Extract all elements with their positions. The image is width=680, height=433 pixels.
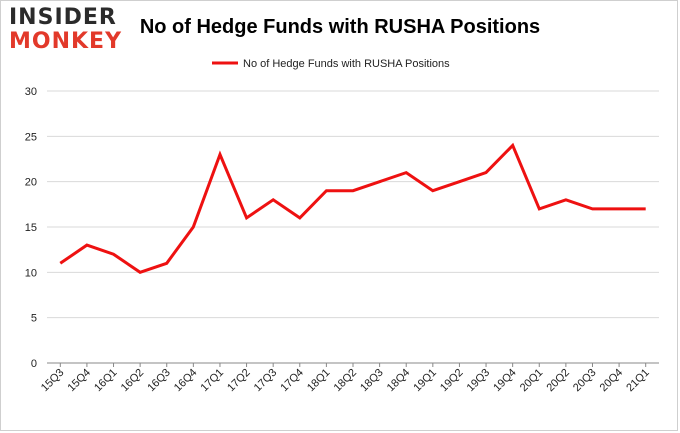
x-tick-label: 19Q4 xyxy=(491,367,519,395)
x-tick-label: 16Q3 xyxy=(145,367,173,395)
series-line-0 xyxy=(59,142,646,274)
logo-line-2: MONKEY xyxy=(9,29,123,54)
y-tick-label: 0 xyxy=(31,358,37,370)
x-tick-label: 16Q2 xyxy=(119,367,147,395)
legend: No of Hedge Funds with RUSHA Positions xyxy=(212,58,450,70)
x-tick-label: 16Q4 xyxy=(172,367,200,395)
y-tick-label: 20 xyxy=(25,177,37,189)
y-tick-label: 15 xyxy=(25,222,37,234)
x-tick-label: 15Q3 xyxy=(39,367,67,395)
x-tick-label: 20Q1 xyxy=(518,367,546,395)
x-tick-label: 17Q2 xyxy=(225,367,253,395)
x-tick-label: 18Q3 xyxy=(358,367,386,395)
chart-title: No of Hedge Funds with RUSHA Positions xyxy=(139,16,541,38)
x-tick-label: 20Q3 xyxy=(571,367,599,395)
x-tick-label: 17Q4 xyxy=(278,367,306,395)
x-tick-label: 17Q1 xyxy=(199,367,227,395)
x-tick-label: 20Q4 xyxy=(598,367,626,395)
grid-lines xyxy=(47,90,659,364)
y-tick-label: 25 xyxy=(25,131,37,143)
x-axis-ticks: 15Q3 15Q4 16Q1 16Q2 16Q3 16Q4 17Q1 17Q2 17Q3 17Q4… xyxy=(39,363,652,394)
x-tick-label: 18Q4 xyxy=(385,367,413,395)
x-tick-label: 19Q2 xyxy=(438,367,466,395)
x-tick-label: 18Q1 xyxy=(305,367,333,395)
y-tick-label: 30 xyxy=(25,86,37,98)
logo-line-1: INSIDER xyxy=(9,5,117,30)
y-tick-label: 5 xyxy=(31,313,37,325)
x-tick-label: 16Q1 xyxy=(92,367,120,395)
x-tick-label: 15Q4 xyxy=(66,367,94,395)
y-tick-label: 10 xyxy=(25,267,37,279)
legend-label: No of Hedge Funds with RUSHA Positions xyxy=(243,58,450,70)
x-tick-label: 17Q3 xyxy=(252,367,280,395)
series-lines xyxy=(59,142,646,274)
x-tick-label: 18Q2 xyxy=(332,367,360,395)
insider-monkey-logo: INSIDER MONKEY xyxy=(9,6,129,58)
x-tick-label: 21Q1 xyxy=(624,367,652,395)
y-axis-ticks: 0 5 10 15 20 25 30 xyxy=(25,86,37,370)
x-tick-label: 20Q2 xyxy=(544,367,572,395)
x-tick-label: 19Q1 xyxy=(411,367,439,395)
x-tick-label: 19Q3 xyxy=(465,367,493,395)
